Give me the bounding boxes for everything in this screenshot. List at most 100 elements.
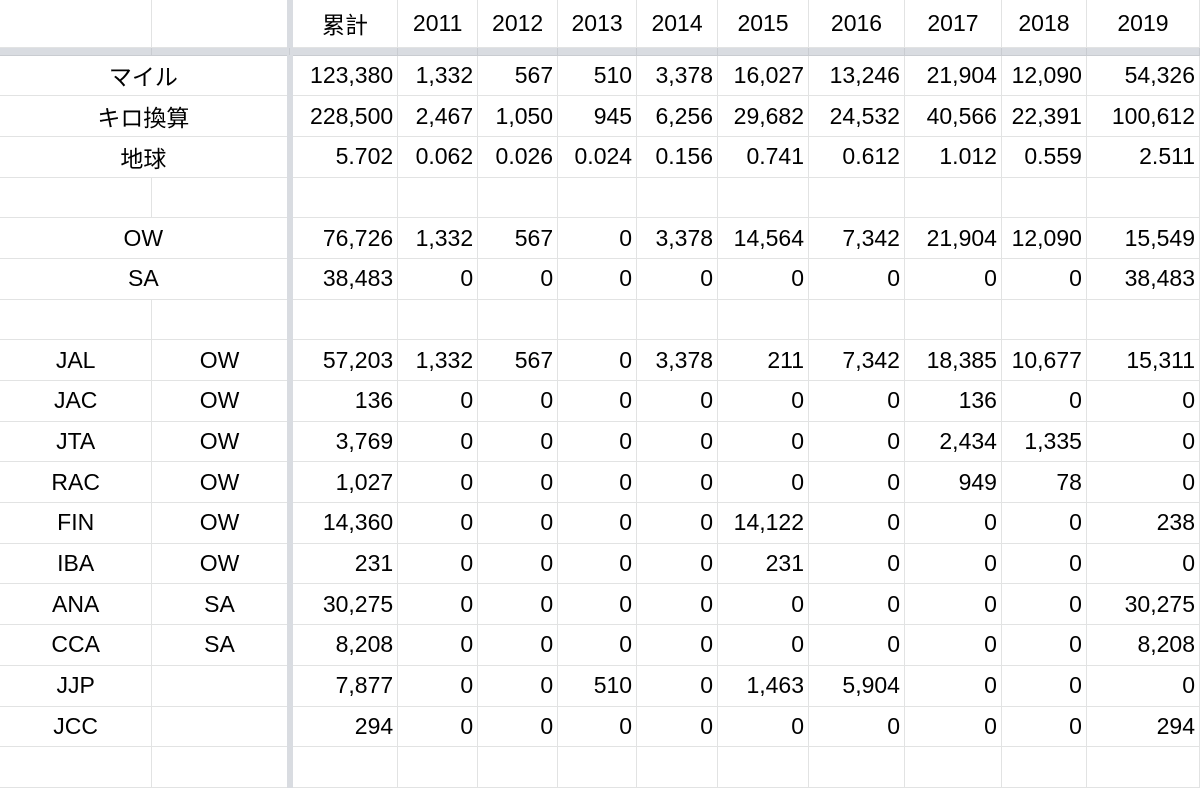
airline-alliance[interactable]: OW (151, 339, 293, 381)
cell[interactable] (904, 746, 1002, 788)
value-cell[interactable]: 0 (1001, 583, 1087, 626)
value-cell[interactable]: 0 (1001, 380, 1087, 422)
value-cell[interactable]: 16,027 (717, 55, 810, 97)
value-cell[interactable]: 7,342 (808, 339, 905, 381)
value-cell[interactable]: 0 (397, 706, 479, 748)
cumulative-cell[interactable]: 57,203 (289, 339, 399, 381)
airline-alliance[interactable]: OW (151, 421, 293, 463)
value-cell[interactable]: 0 (477, 665, 559, 707)
value-cell[interactable]: 0 (477, 502, 559, 544)
cell[interactable] (1001, 746, 1087, 788)
value-cell[interactable]: 14,122 (717, 502, 810, 544)
value-cell[interactable]: 238 (1086, 502, 1200, 544)
cell[interactable] (904, 299, 1002, 341)
cell[interactable] (397, 299, 479, 341)
value-cell[interactable]: 0 (808, 543, 905, 585)
airline-code[interactable]: JTA (0, 421, 153, 463)
value-cell[interactable]: 0 (477, 624, 559, 666)
airline-alliance[interactable]: OW (151, 543, 293, 585)
value-cell[interactable]: 0.062 (397, 136, 479, 178)
value-cell[interactable]: 0.156 (636, 136, 719, 178)
cell[interactable] (808, 177, 905, 219)
cumulative-cell[interactable]: 136 (289, 380, 399, 422)
value-cell[interactable]: 231 (717, 543, 810, 585)
value-cell[interactable]: 0 (904, 258, 1002, 300)
value-cell[interactable]: 24,532 (808, 95, 905, 137)
value-cell[interactable]: 0 (397, 421, 479, 463)
value-cell[interactable]: 0 (397, 624, 479, 666)
value-cell[interactable]: 136 (904, 380, 1002, 422)
cell[interactable] (289, 177, 399, 219)
value-cell[interactable]: 2,467 (397, 95, 479, 137)
cell[interactable] (636, 299, 719, 341)
cell[interactable] (477, 299, 559, 341)
value-cell[interactable]: 1.012 (904, 136, 1002, 178)
value-cell[interactable]: 54,326 (1086, 55, 1200, 97)
cumulative-cell[interactable]: 294 (289, 706, 399, 748)
header-year[interactable]: 2011 (397, 0, 479, 48)
value-cell[interactable]: 0 (904, 543, 1002, 585)
value-cell[interactable]: 8,208 (1086, 624, 1200, 666)
header-year[interactable]: 2012 (477, 0, 559, 48)
airline-alliance[interactable] (151, 665, 293, 707)
value-cell[interactable]: 0 (397, 665, 479, 707)
cell[interactable] (636, 177, 719, 219)
airline-code[interactable]: JAL (0, 339, 153, 381)
value-cell[interactable]: 0.026 (477, 136, 559, 178)
value-cell[interactable]: 6,256 (636, 95, 719, 137)
value-cell[interactable]: 0 (717, 583, 810, 626)
value-cell[interactable]: 0 (904, 583, 1002, 626)
alliance-label[interactable]: SA (0, 258, 293, 300)
value-cell[interactable]: 0 (397, 461, 479, 504)
value-cell[interactable]: 0.612 (808, 136, 905, 178)
value-cell[interactable]: 15,549 (1086, 217, 1200, 259)
value-cell[interactable]: 0 (636, 583, 719, 626)
value-cell[interactable]: 0 (808, 421, 905, 463)
value-cell[interactable]: 0 (557, 461, 638, 504)
airline-code[interactable]: ANA (0, 583, 153, 626)
header-year[interactable]: 2016 (808, 0, 905, 48)
value-cell[interactable]: 1,463 (717, 665, 810, 707)
value-cell[interactable]: 0 (808, 583, 905, 626)
summary-label[interactable]: 地球 (0, 136, 293, 178)
value-cell[interactable]: 0 (636, 461, 719, 504)
airline-code[interactable]: JCC (0, 706, 153, 748)
value-cell[interactable]: 5,904 (808, 665, 905, 707)
value-cell[interactable]: 30,275 (1086, 583, 1200, 626)
cell[interactable] (808, 746, 905, 788)
cell[interactable] (151, 0, 293, 48)
value-cell[interactable]: 1,050 (477, 95, 559, 137)
value-cell[interactable]: 29,682 (717, 95, 810, 137)
value-cell[interactable]: 0 (904, 706, 1002, 748)
value-cell[interactable]: 3,378 (636, 217, 719, 259)
cell[interactable] (557, 746, 638, 788)
value-cell[interactable]: 10,677 (1001, 339, 1087, 381)
airline-code[interactable]: JJP (0, 665, 153, 707)
value-cell[interactable]: 7,342 (808, 217, 905, 259)
cell[interactable] (151, 177, 293, 219)
value-cell[interactable]: 21,904 (904, 55, 1002, 97)
value-cell[interactable]: 0 (557, 502, 638, 544)
value-cell[interactable]: 0 (1001, 706, 1087, 748)
cell[interactable] (636, 746, 719, 788)
value-cell[interactable]: 0 (557, 421, 638, 463)
cell[interactable] (477, 746, 559, 788)
value-cell[interactable]: 0 (1001, 258, 1087, 300)
value-cell[interactable]: 1,335 (1001, 421, 1087, 463)
cell[interactable] (0, 0, 153, 48)
value-cell[interactable]: 14,564 (717, 217, 810, 259)
airline-alliance[interactable]: SA (151, 583, 293, 626)
value-cell[interactable]: 0 (808, 380, 905, 422)
value-cell[interactable]: 0 (557, 706, 638, 748)
value-cell[interactable]: 1,332 (397, 55, 479, 97)
cumulative-cell[interactable]: 8,208 (289, 624, 399, 666)
header-year[interactable]: 2013 (557, 0, 638, 48)
value-cell[interactable]: 0 (717, 624, 810, 666)
value-cell[interactable]: 0 (636, 665, 719, 707)
value-cell[interactable]: 0 (397, 258, 479, 300)
cell[interactable] (1086, 746, 1200, 788)
cell[interactable] (557, 177, 638, 219)
header-cumulative[interactable]: 累計 (289, 0, 399, 48)
value-cell[interactable]: 0 (557, 380, 638, 422)
value-cell[interactable]: 0 (808, 624, 905, 666)
